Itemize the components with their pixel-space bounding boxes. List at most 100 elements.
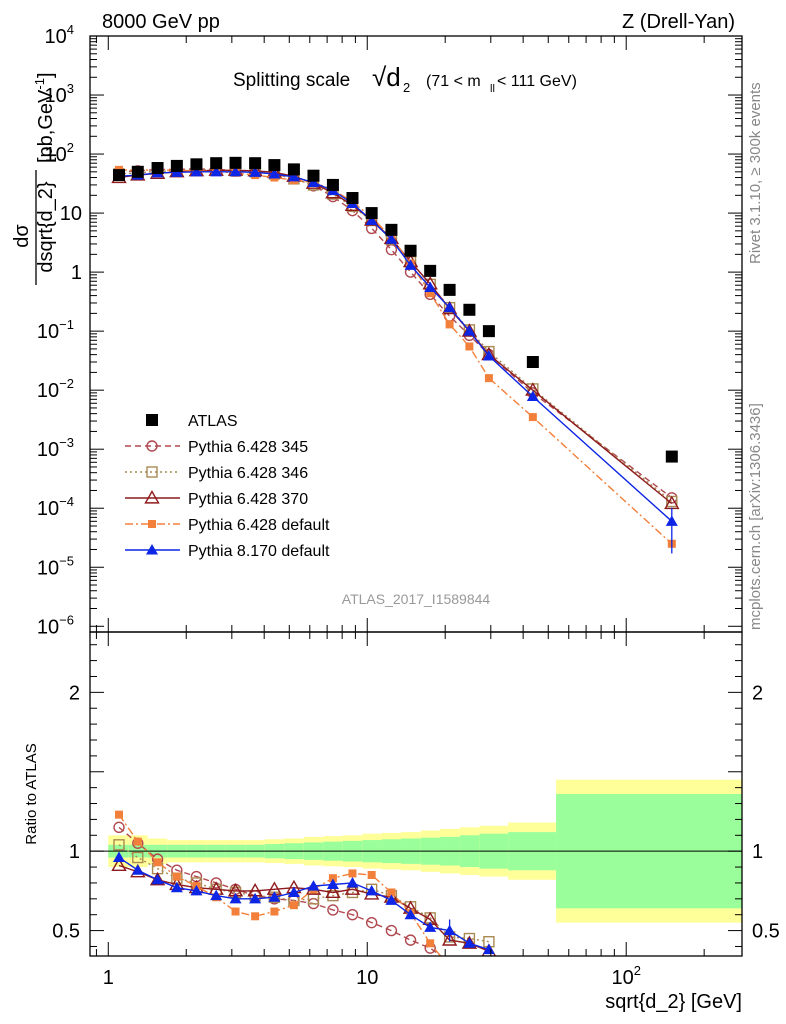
legend-entry-p8def: Pythia 8.170 default [125,543,330,560]
xlabel: sqrt{d_2} [GeV] [605,991,742,1013]
point-atlas [287,163,300,176]
ratio-point-p8def [404,908,417,920]
point-p370 [461,323,478,337]
legend-label-p370: Pythia 6.428 370 [188,491,308,508]
legend-label-p345: Pythia 6.428 345 [188,439,308,456]
y-tick-label: 10−4 [37,494,74,520]
ratio-point-p428def [251,912,260,921]
point-p345 [385,243,398,256]
point-p8def [526,390,539,402]
y-tick-label: 10−6 [37,612,74,638]
legend-marker-p370 [144,490,160,504]
ratio-point-p8def [190,884,203,896]
y-tick-label: 10−3 [37,435,74,461]
title-range: (71 < m [426,73,481,90]
svg-text:Splitting scale: Splitting scale [233,70,350,91]
point-atlas [307,169,320,182]
point-atlas [463,303,476,316]
ratio-point-p8def [365,884,378,896]
ratio-point-p8def [249,892,262,904]
point-atlas [365,207,378,220]
ratio-frame [89,631,743,957]
title-range-sub: ll [490,83,495,95]
x-tick-label: 1 [103,967,114,989]
point-atlas [229,156,242,169]
ratio-point-p346 [113,839,125,851]
ylabel-numerator: dσ [11,224,33,248]
ratio-point-p428def [387,888,396,897]
y-tick-label: 10−2 [37,376,74,402]
title-sqrt: √d [372,62,401,92]
point-p428def [426,289,435,298]
y-tick-label: 102 [45,140,74,166]
point-atlas [268,159,281,172]
ratio-point-p428def [367,871,376,879]
legend-entry-p346: Pythia 6.428 346 [125,465,308,482]
y-tick-label: 10 [60,203,82,225]
legend-marker-atlas [146,414,158,426]
legend: ATLAS Pythia 6.428 345 Pythia 6.428 346 Pyt… [125,413,330,560]
ratio-point-p428def [426,939,435,948]
ratio-y-tick-label-left: 1 [69,841,80,863]
point-p8def [307,176,320,187]
point-p8def [249,166,262,177]
point-atlas [151,162,164,175]
legend-entry-atlas: ATLAS [146,413,238,430]
legend-label-p346: Pythia 6.428 346 [188,465,308,482]
legend-marker-p346 [146,466,158,478]
ratio-ylabel: Ratio to ATLAS [23,743,40,844]
point-p8def [463,325,476,336]
svg-text:[pb,GeV-1]: [pb,GeV-1] [32,72,57,163]
series-line-p345 [118,168,673,499]
point-atlas [131,165,144,178]
mcplots-label: mcplots.cern.ch [arXiv:1306.3436] [747,403,764,630]
y-tick-label: 10−1 [37,317,74,343]
svg-text:(71 < m: (71 < m [426,73,481,90]
legend-marker-p428def [148,520,156,528]
y-tick-label: 104 [45,22,74,48]
ratio-point-p370 [111,857,127,872]
ratio-point-p370 [344,881,361,895]
ratio-y-tick-label-right: 2 [752,682,763,704]
point-atlas [112,169,125,182]
ratio-point-p370 [461,935,478,949]
series-line-p428def [118,169,673,545]
header-left: 8000 GeV pp [102,11,220,33]
y-tick-label: 10−5 [37,553,74,579]
ratio-point-p346 [132,851,144,864]
title-range-end: < 111 GeV) [497,73,577,90]
ratio-point-p345 [210,877,222,889]
axis-ticks: 1 10 10210410310210110−110−210−310−410−510… [37,22,780,989]
ratio-y-tick-label-right: 1 [752,841,763,863]
point-p8def [287,170,300,182]
ratio-point-p370 [441,932,458,946]
chart-title: Splitting scale √d 2 (71 < m ll < 111 Ge… [233,62,577,95]
ratio-point-p345 [445,957,455,967]
ratio-point-p428def [270,907,279,916]
ratio-point-p345 [327,904,339,916]
point-p428def [445,320,454,329]
point-atlas [249,157,262,170]
point-atlas [385,223,398,236]
y-tick-label: 1 [71,262,82,284]
point-atlas [170,159,183,172]
ratio-point-p8def [151,873,164,885]
watermark: ATLAS_2017_I1589844 [342,591,491,607]
ratio-point-p428def [465,968,473,976]
ylabel-denominator: dsqrt{d_2} [35,181,57,273]
point-atlas [190,158,203,171]
ratio-point-p345 [464,967,474,977]
ratio-series-p370 [111,857,497,956]
point-p428def [484,374,493,383]
ratio-point-p8def [210,889,223,901]
point-p428def [465,342,474,351]
ratio-point-p428def [153,858,162,867]
ratio-point-p8def [112,851,125,863]
legend-label-atlas: ATLAS [188,413,238,430]
legend-marker-p8def [146,544,158,555]
point-atlas [326,178,339,191]
point-atlas [210,157,223,170]
ratio-point-p345 [404,934,417,946]
svg-text:ll: ll [490,83,495,95]
ratio-series [111,810,497,977]
